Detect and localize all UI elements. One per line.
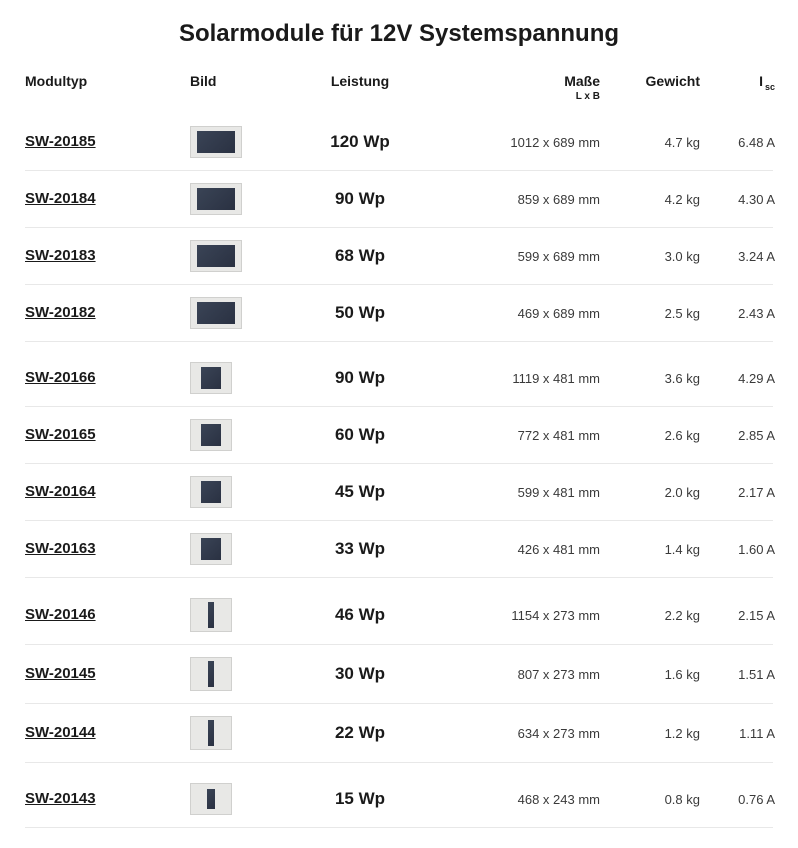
table-header: Modultyp Bild Leistung Maße L x B Gewich… (25, 73, 773, 114)
dimensions-value: 426 x 481 mm (435, 542, 600, 557)
current-value: 3.24 A (700, 249, 775, 264)
header-model: Modultyp (25, 73, 190, 89)
dimensions-value: 859 x 689 mm (435, 192, 600, 207)
current-value: 2.17 A (700, 485, 775, 500)
table-row: SW-20144 22 Wp634 x 273 mm1.2 kg1.11 A (25, 704, 773, 763)
model-link[interactable]: SW-20182 (25, 304, 96, 321)
header-power: Leistung (285, 73, 435, 89)
table-row: SW-20145 30 Wp807 x 273 mm1.6 kg1.51 A (25, 645, 773, 704)
panel-thumbnail[interactable] (190, 476, 232, 508)
dimensions-value: 634 x 273 mm (435, 726, 600, 741)
current-value: 2.43 A (700, 306, 775, 321)
current-value: 0.76 A (700, 792, 775, 807)
model-link[interactable]: SW-20143 (25, 790, 96, 807)
header-image: Bild (190, 73, 285, 89)
power-value: 60 Wp (285, 425, 435, 445)
table-row: SW-20182 50 Wp469 x 689 mm2.5 kg2.43 A (25, 285, 773, 342)
weight-value: 1.2 kg (600, 726, 700, 741)
panel-thumbnail[interactable] (190, 716, 232, 750)
model-link[interactable]: SW-20185 (25, 133, 96, 150)
table-row: SW-20146 46 Wp1154 x 273 mm2.2 kg2.15 A (25, 586, 773, 645)
dimensions-value: 599 x 481 mm (435, 485, 600, 500)
dimensions-value: 807 x 273 mm (435, 667, 600, 682)
panel-thumbnail[interactable] (190, 362, 232, 394)
dimensions-value: 772 x 481 mm (435, 428, 600, 443)
power-value: 22 Wp (285, 723, 435, 743)
dimensions-value: 1154 x 273 mm (435, 608, 600, 623)
table-row: SW-20166 90 Wp1119 x 481 mm3.6 kg4.29 A (25, 350, 773, 407)
current-value: 1.11 A (700, 726, 775, 741)
power-value: 90 Wp (285, 368, 435, 388)
header-current: Isc (700, 73, 775, 92)
module-table: Modultyp Bild Leistung Maße L x B Gewich… (25, 73, 773, 828)
current-value: 6.48 A (700, 135, 775, 150)
page-title: Solarmodule für 12V Systemspannung (25, 20, 773, 48)
weight-value: 4.2 kg (600, 192, 700, 207)
dimensions-value: 469 x 689 mm (435, 306, 600, 321)
weight-value: 1.6 kg (600, 667, 700, 682)
header-weight: Gewicht (600, 73, 700, 89)
dimensions-value: 468 x 243 mm (435, 792, 600, 807)
table-row: SW-20165 60 Wp772 x 481 mm2.6 kg2.85 A (25, 407, 773, 464)
current-value: 2.85 A (700, 428, 775, 443)
weight-value: 1.4 kg (600, 542, 700, 557)
table-row: SW-20183 68 Wp599 x 689 mm3.0 kg3.24 A (25, 228, 773, 285)
weight-value: 2.2 kg (600, 608, 700, 623)
panel-thumbnail[interactable] (190, 783, 232, 815)
weight-value: 2.6 kg (600, 428, 700, 443)
weight-value: 4.7 kg (600, 135, 700, 150)
current-value: 4.29 A (700, 371, 775, 386)
power-value: 33 Wp (285, 539, 435, 559)
weight-value: 3.6 kg (600, 371, 700, 386)
panel-thumbnail[interactable] (190, 183, 242, 215)
weight-value: 2.5 kg (600, 306, 700, 321)
power-value: 90 Wp (285, 189, 435, 209)
weight-value: 2.0 kg (600, 485, 700, 500)
power-value: 30 Wp (285, 664, 435, 684)
model-link[interactable]: SW-20165 (25, 426, 96, 443)
panel-thumbnail[interactable] (190, 419, 232, 451)
weight-value: 0.8 kg (600, 792, 700, 807)
panel-thumbnail[interactable] (190, 126, 242, 158)
weight-value: 3.0 kg (600, 249, 700, 264)
table-row: SW-20184 90 Wp859 x 689 mm4.2 kg4.30 A (25, 171, 773, 228)
power-value: 120 Wp (285, 132, 435, 152)
current-value: 1.51 A (700, 667, 775, 682)
current-value: 1.60 A (700, 542, 775, 557)
power-value: 46 Wp (285, 605, 435, 625)
model-link[interactable]: SW-20146 (25, 606, 96, 623)
current-value: 4.30 A (700, 192, 775, 207)
dimensions-value: 599 x 689 mm (435, 249, 600, 264)
panel-thumbnail[interactable] (190, 598, 232, 632)
table-row: SW-20143 15 Wp468 x 243 mm0.8 kg0.76 A (25, 771, 773, 828)
current-value: 2.15 A (700, 608, 775, 623)
table-row: SW-20185 120 Wp1012 x 689 mm4.7 kg6.48 A (25, 114, 773, 171)
table-row: SW-20164 45 Wp599 x 481 mm2.0 kg2.17 A (25, 464, 773, 521)
model-link[interactable]: SW-20183 (25, 247, 96, 264)
model-link[interactable]: SW-20164 (25, 483, 96, 500)
panel-thumbnail[interactable] (190, 297, 242, 329)
header-dims: Maße L x B (435, 73, 600, 102)
model-link[interactable]: SW-20163 (25, 540, 96, 557)
power-value: 45 Wp (285, 482, 435, 502)
panel-thumbnail[interactable] (190, 240, 242, 272)
power-value: 15 Wp (285, 789, 435, 809)
model-link[interactable]: SW-20184 (25, 190, 96, 207)
dimensions-value: 1119 x 481 mm (435, 371, 600, 386)
model-link[interactable]: SW-20145 (25, 665, 96, 682)
dimensions-value: 1012 x 689 mm (435, 135, 600, 150)
model-link[interactable]: SW-20166 (25, 369, 96, 386)
panel-thumbnail[interactable] (190, 657, 232, 691)
model-link[interactable]: SW-20144 (25, 724, 96, 741)
panel-thumbnail[interactable] (190, 533, 232, 565)
table-row: SW-20163 33 Wp426 x 481 mm1.4 kg1.60 A (25, 521, 773, 578)
power-value: 50 Wp (285, 303, 435, 323)
power-value: 68 Wp (285, 246, 435, 266)
